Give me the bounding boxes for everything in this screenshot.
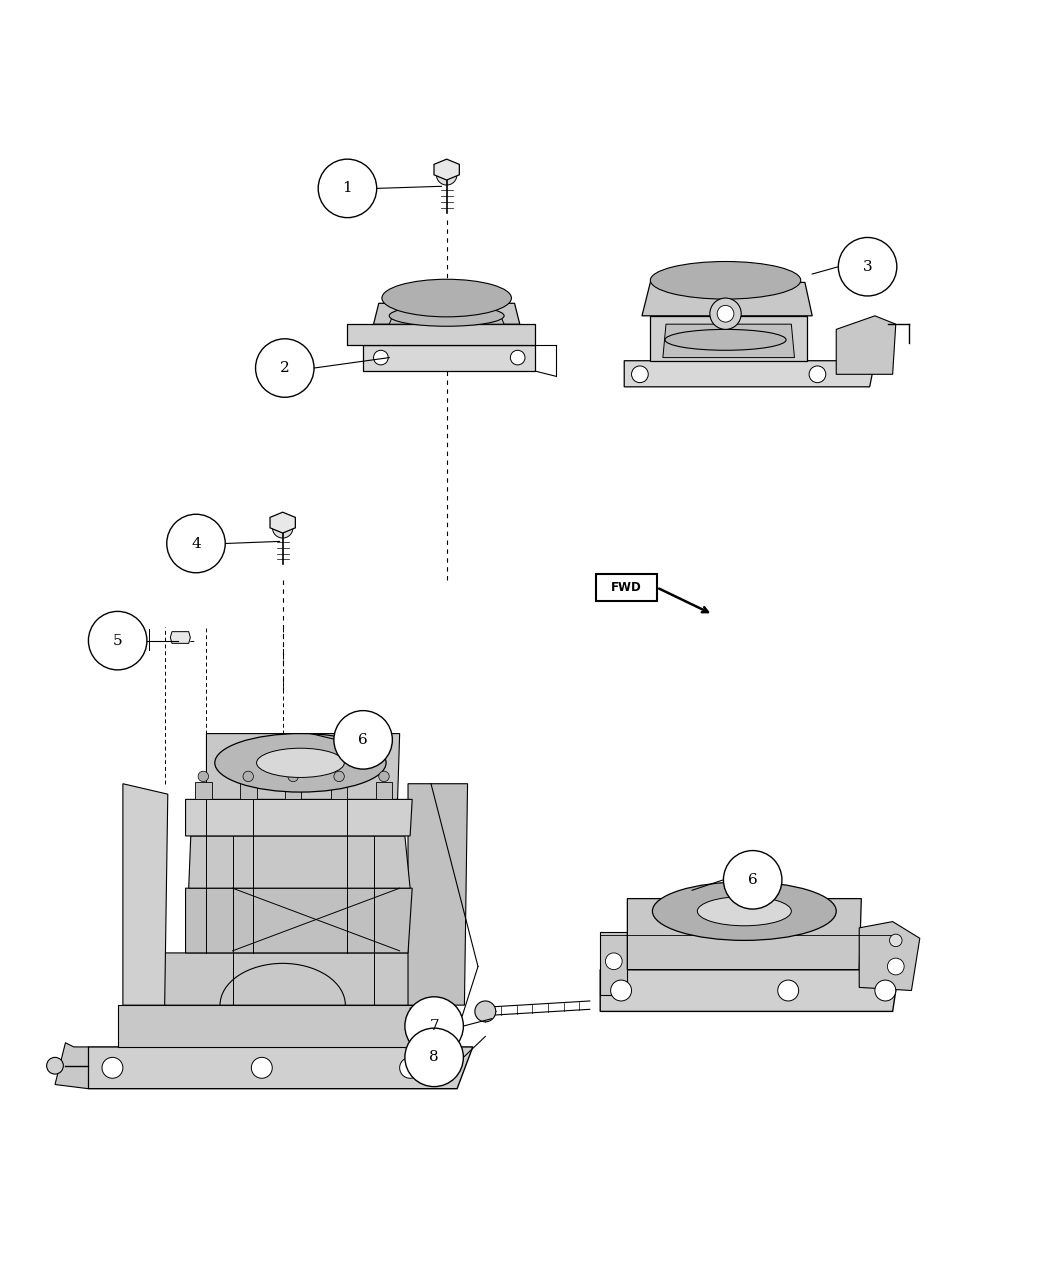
Circle shape bbox=[46, 1057, 63, 1074]
Circle shape bbox=[318, 159, 377, 218]
Polygon shape bbox=[239, 782, 256, 799]
Circle shape bbox=[838, 237, 897, 296]
Ellipse shape bbox=[215, 733, 386, 792]
Text: FWD: FWD bbox=[611, 581, 642, 594]
Polygon shape bbox=[390, 311, 504, 324]
Circle shape bbox=[243, 771, 253, 782]
Ellipse shape bbox=[665, 329, 786, 351]
Polygon shape bbox=[186, 799, 413, 836]
Circle shape bbox=[251, 1057, 272, 1079]
Polygon shape bbox=[408, 784, 467, 1005]
Polygon shape bbox=[331, 782, 348, 799]
Circle shape bbox=[167, 514, 226, 572]
Polygon shape bbox=[207, 733, 400, 799]
Polygon shape bbox=[195, 782, 212, 799]
Ellipse shape bbox=[390, 306, 504, 326]
Circle shape bbox=[334, 710, 393, 769]
Ellipse shape bbox=[652, 882, 836, 941]
Ellipse shape bbox=[256, 748, 344, 778]
Circle shape bbox=[437, 164, 457, 185]
Polygon shape bbox=[363, 346, 536, 371]
Polygon shape bbox=[285, 782, 301, 799]
Ellipse shape bbox=[650, 261, 801, 300]
Circle shape bbox=[810, 366, 825, 382]
Ellipse shape bbox=[697, 896, 792, 926]
Circle shape bbox=[510, 351, 525, 365]
Text: 6: 6 bbox=[358, 733, 367, 747]
Text: 2: 2 bbox=[280, 361, 290, 375]
Polygon shape bbox=[601, 932, 627, 994]
Text: 6: 6 bbox=[748, 873, 757, 887]
FancyBboxPatch shape bbox=[596, 574, 656, 601]
Polygon shape bbox=[348, 324, 536, 346]
Circle shape bbox=[272, 518, 293, 538]
Polygon shape bbox=[434, 159, 459, 180]
Circle shape bbox=[475, 1001, 496, 1021]
Polygon shape bbox=[123, 784, 168, 1005]
Circle shape bbox=[723, 850, 782, 909]
Polygon shape bbox=[55, 1043, 88, 1089]
Text: 8: 8 bbox=[429, 1051, 439, 1065]
Polygon shape bbox=[601, 969, 899, 1011]
Polygon shape bbox=[859, 922, 920, 991]
Circle shape bbox=[334, 771, 344, 782]
Polygon shape bbox=[627, 899, 861, 969]
Polygon shape bbox=[650, 316, 807, 361]
Circle shape bbox=[606, 952, 623, 969]
Text: 4: 4 bbox=[191, 537, 201, 551]
Ellipse shape bbox=[382, 279, 511, 317]
Text: 1: 1 bbox=[342, 181, 353, 195]
Circle shape bbox=[102, 1057, 123, 1079]
Polygon shape bbox=[270, 513, 295, 533]
Circle shape bbox=[374, 351, 388, 365]
Polygon shape bbox=[663, 324, 795, 357]
Polygon shape bbox=[624, 361, 875, 386]
Circle shape bbox=[887, 958, 904, 975]
Circle shape bbox=[198, 771, 209, 782]
Circle shape bbox=[379, 771, 390, 782]
Circle shape bbox=[405, 997, 463, 1056]
Circle shape bbox=[631, 366, 648, 382]
Polygon shape bbox=[186, 889, 413, 952]
Circle shape bbox=[88, 612, 147, 669]
Circle shape bbox=[889, 935, 902, 946]
Circle shape bbox=[400, 1057, 421, 1079]
Circle shape bbox=[288, 771, 298, 782]
Circle shape bbox=[611, 980, 631, 1001]
Polygon shape bbox=[88, 1047, 472, 1089]
Text: 3: 3 bbox=[863, 260, 873, 274]
Circle shape bbox=[255, 339, 314, 398]
Circle shape bbox=[717, 306, 734, 323]
Polygon shape bbox=[189, 836, 411, 889]
Circle shape bbox=[710, 298, 741, 329]
Polygon shape bbox=[376, 782, 393, 799]
Circle shape bbox=[778, 980, 799, 1001]
Polygon shape bbox=[642, 282, 813, 316]
Circle shape bbox=[875, 980, 896, 1001]
Polygon shape bbox=[118, 1005, 441, 1047]
Polygon shape bbox=[170, 631, 190, 644]
Text: 7: 7 bbox=[429, 1019, 439, 1033]
Circle shape bbox=[405, 1028, 463, 1086]
Polygon shape bbox=[836, 316, 896, 375]
Polygon shape bbox=[160, 952, 428, 1005]
Polygon shape bbox=[374, 303, 520, 324]
Text: 5: 5 bbox=[112, 634, 123, 648]
